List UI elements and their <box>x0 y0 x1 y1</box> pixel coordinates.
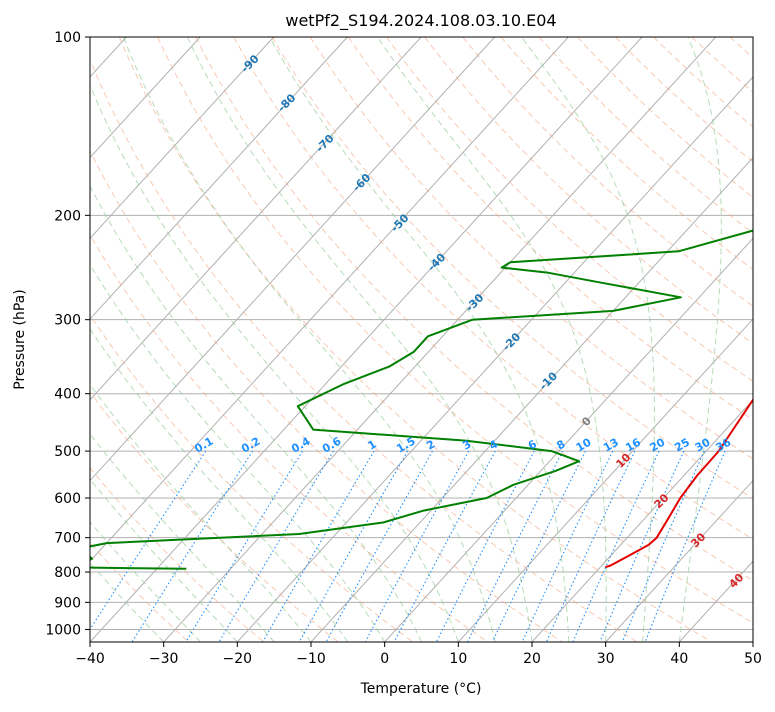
mixing-ratio-label: 10 <box>574 435 594 454</box>
mixing-ratio-label: 30 <box>693 435 713 454</box>
dry-adiabat <box>539 37 775 644</box>
y-tick-label: 400 <box>54 387 81 403</box>
x-tick-label: −20 <box>223 651 253 667</box>
dry-adiabat <box>425 37 775 644</box>
dry-adiabat <box>654 37 775 644</box>
x-tick-label: 20 <box>523 651 541 667</box>
mixing-ratio-label: 16 <box>623 435 643 454</box>
y-tick-label: 500 <box>54 444 81 460</box>
mixing-ratio-label: 2 <box>424 438 437 453</box>
isotherm-line <box>90 37 642 642</box>
mixing-ratio-label: 0.1 <box>192 435 215 456</box>
mixing-ratio-line <box>521 451 613 644</box>
moist-adiabat <box>679 37 721 642</box>
dry-adiabat <box>272 37 775 644</box>
moist-adiabat <box>30 37 422 642</box>
isotherm-label: 40 <box>726 571 746 591</box>
dry-adiabat <box>730 37 775 644</box>
moist-adiabat <box>0 37 201 642</box>
dry-adiabat <box>577 37 775 644</box>
moist-adiabat <box>0 37 348 642</box>
x-tick-label: 10 <box>449 651 467 667</box>
temperature-profile <box>605 37 775 567</box>
isotherm-line <box>16 37 568 642</box>
mixing-ratio-label: 8 <box>554 438 567 453</box>
x-tick-label: −10 <box>296 651 326 667</box>
mixing-ratio-line <box>466 451 562 644</box>
x-tick-label: 50 <box>744 651 762 667</box>
mixing-ratio-line <box>131 451 253 644</box>
mixing-ratio-label: 20 <box>648 435 668 454</box>
mixing-ratio-label: 3 <box>460 438 473 453</box>
mixing-ratio-line <box>184 451 302 644</box>
y-tick-label: 900 <box>54 595 81 611</box>
dry-adiabat <box>0 37 416 644</box>
dry-adiabat <box>768 37 775 644</box>
mixing-ratio-label: 1 <box>366 438 379 453</box>
dewpoint-profile <box>30 37 775 569</box>
isotherm-line <box>753 37 775 642</box>
y-axis-title: Pressure (hPa) <box>12 289 28 389</box>
x-tick-label: −40 <box>75 651 105 667</box>
y-tick-label: 600 <box>54 491 81 507</box>
x-tick-label: 40 <box>670 651 688 667</box>
x-axis-title: Temperature (°C) <box>360 681 482 697</box>
mixing-ratio-line <box>80 451 206 644</box>
x-tick-label: 30 <box>597 651 615 667</box>
isotherm-line <box>0 37 200 642</box>
mixing-ratio-label: 36 <box>713 435 733 454</box>
dry-adiabat <box>81 37 641 644</box>
mixing-ratio-label: 25 <box>672 436 692 455</box>
y-tick-label: 1000 <box>45 622 81 638</box>
y-tick-label: 800 <box>54 565 81 581</box>
y-tick-label: 300 <box>54 313 81 329</box>
dry-adiabat <box>119 37 715 644</box>
y-tick-label: 200 <box>54 208 81 224</box>
chart-title: wetPf2_S194.2024.108.03.10.E04 <box>285 11 556 31</box>
mixing-ratio-label: 0.4 <box>289 434 313 455</box>
dry-adiabat <box>387 37 775 644</box>
dry-adiabat <box>0 37 266 644</box>
isotherm-label: -50 <box>388 211 411 234</box>
mixing-ratio-label: 13 <box>601 436 621 455</box>
mixing-ratio-line <box>261 451 374 644</box>
mixing-ratio-label: 0.6 <box>320 434 344 455</box>
isotherm-line <box>532 37 775 642</box>
y-axis: 100 200 300 400 500 600 700 800 900 1000 <box>45 30 90 638</box>
dry-adiabat <box>0 37 192 644</box>
mixing-ratio-line <box>491 451 585 644</box>
moist-adiabat <box>0 37 237 642</box>
mixing-ratio-line <box>572 451 659 644</box>
mixing-ratio-line <box>298 451 408 644</box>
dry-adiabat <box>310 37 775 644</box>
mixing-ratio-line <box>393 451 495 644</box>
isotherm-line <box>606 37 775 642</box>
dry-adiabat <box>43 37 566 644</box>
isotherm-line <box>385 37 775 642</box>
isotherm-line <box>0 37 421 642</box>
x-axis: −40 −30 −20 −10 0 10 20 30 40 50 <box>75 642 762 667</box>
plot-area <box>0 37 775 644</box>
y-tick-label: 700 <box>54 531 81 547</box>
moist-adiabat <box>0 37 274 642</box>
x-tick-label: −30 <box>149 651 179 667</box>
y-tick-label: 100 <box>54 30 81 46</box>
isotherm-line <box>0 37 347 642</box>
mixing-ratio-line <box>644 451 725 644</box>
isotherm-line <box>0 37 274 642</box>
mixing-ratio-line <box>545 451 635 644</box>
x-tick-label: 0 <box>380 651 389 667</box>
mixing-ratio-line <box>435 451 534 644</box>
mixing-ratio-line <box>218 451 334 644</box>
